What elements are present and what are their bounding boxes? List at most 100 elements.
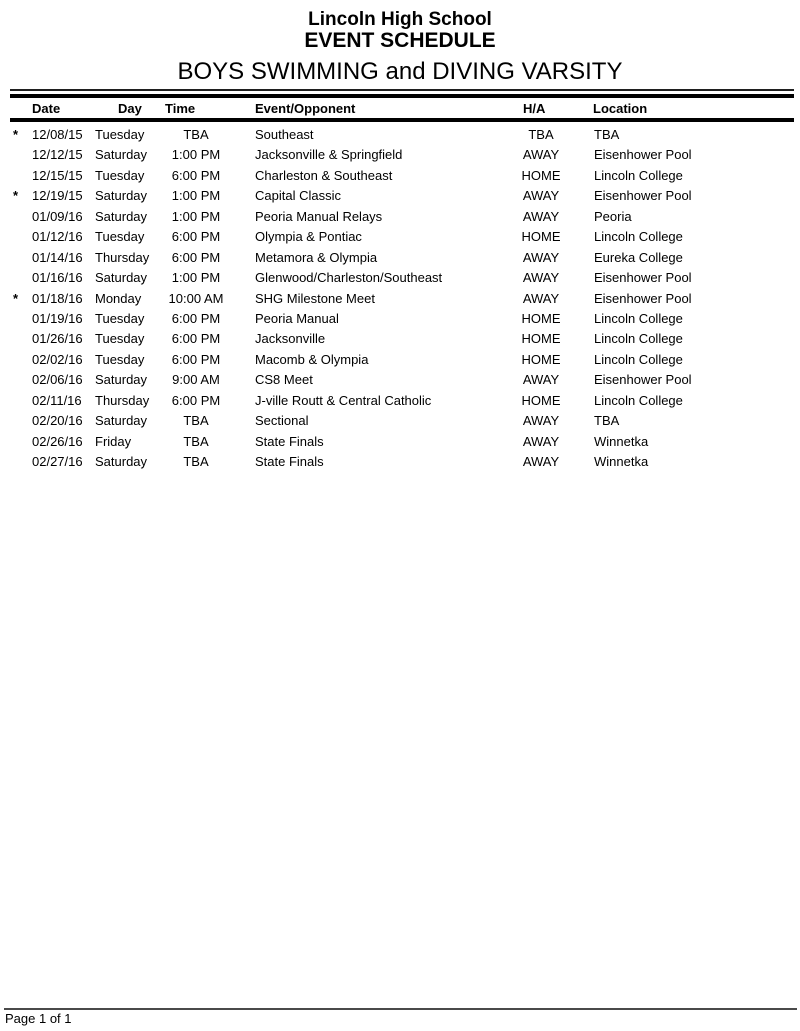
cell-event: Glenwood/Charleston/Southeast xyxy=(255,270,443,286)
cell-home-away: AWAY xyxy=(522,208,560,224)
table-row: 01/12/16 Tuesday 6:00 PM Olympia & Ponti… xyxy=(0,227,800,247)
cell-location: Eisenhower Pool xyxy=(594,372,692,388)
cell-time: 1:00 PM xyxy=(171,147,221,163)
table-row: 02/20/16 Saturday TBA Sectional AWAY TBA xyxy=(0,411,800,431)
cell-time: 10:00 AM xyxy=(168,290,224,306)
cell-day: Saturday xyxy=(95,372,148,388)
header-bottom-rule xyxy=(10,118,794,122)
cell-date: 02/26/16 xyxy=(32,433,83,449)
cell-day: Saturday xyxy=(95,270,148,286)
cell-event: Jacksonville xyxy=(255,331,326,347)
cell-event: J-ville Routt & Central Catholic xyxy=(255,392,432,408)
cell-day: Tuesday xyxy=(95,127,145,142)
cell-date: 01/19/16 xyxy=(32,310,83,326)
cell-time: TBA xyxy=(183,413,209,429)
cell-event: Sectional xyxy=(255,413,309,429)
cell-day: Saturday xyxy=(95,188,148,204)
cell-location: Lincoln College xyxy=(594,167,683,183)
cell-location: Eisenhower Pool xyxy=(594,290,692,306)
cell-home-away: TBA xyxy=(528,127,554,142)
cell-date: 12/19/15 xyxy=(32,188,83,204)
cell-day: Tuesday xyxy=(95,167,145,183)
table-row: * 01/18/16 Monday 10:00 AM SHG Milestone… xyxy=(0,289,800,309)
cell-day: Saturday xyxy=(95,147,148,163)
table-row: 02/06/16 Saturday 9:00 AM CS8 Meet AWAY … xyxy=(0,370,800,390)
cell-date: 12/15/15 xyxy=(32,167,83,183)
cell-time: 6:00 PM xyxy=(171,392,221,408)
cell-time: 1:00 PM xyxy=(171,188,221,204)
cell-location: Winnetka xyxy=(594,433,649,449)
cell-location: Lincoln College xyxy=(594,310,683,326)
cell-location: Eisenhower Pool xyxy=(594,188,692,204)
cell-event: Peoria Manual xyxy=(255,310,339,326)
cell-home-away: AWAY xyxy=(522,413,560,429)
header-top-thin-rule xyxy=(10,89,794,91)
cell-date: 01/26/16 xyxy=(32,331,83,347)
cell-event: Jacksonville & Springfield xyxy=(255,147,403,163)
cell-day: Tuesday xyxy=(95,351,145,367)
cell-location: Eureka College xyxy=(594,249,683,265)
cell-time: 1:00 PM xyxy=(171,208,221,224)
column-header-location: Location xyxy=(593,101,648,116)
cell-home-away: AWAY xyxy=(522,433,560,449)
cell-home-away: AWAY xyxy=(522,249,560,265)
school-name-title: Lincoln High School xyxy=(308,9,492,30)
cell-date: 01/12/16 xyxy=(32,229,83,245)
cell-day: Tuesday xyxy=(95,229,145,245)
cell-location: Eisenhower Pool xyxy=(594,147,692,163)
column-header-day: Day xyxy=(118,101,142,116)
cell-date: 02/02/16 xyxy=(32,351,83,367)
cell-event: Charleston & Southeast xyxy=(255,167,393,183)
cell-home-away: AWAY xyxy=(522,147,560,163)
cell-location: Lincoln College xyxy=(594,229,683,245)
cell-day: Thursday xyxy=(95,249,150,265)
table-row: 02/27/16 Saturday TBA State Finals AWAY … xyxy=(0,452,800,472)
column-header-time: Time xyxy=(165,101,196,116)
cell-event: Olympia & Pontiac xyxy=(255,229,362,245)
cell-event: State Finals xyxy=(255,454,324,469)
cell-date: 01/16/16 xyxy=(32,270,83,286)
cell-day: Thursday xyxy=(95,392,150,408)
table-row: 01/16/16 Saturday 1:00 PM Glenwood/Charl… xyxy=(0,268,800,288)
cell-location: Lincoln College xyxy=(594,351,683,367)
cell-event: Southeast xyxy=(255,127,314,142)
cell-date: 01/14/16 xyxy=(32,249,83,265)
cell-home-away: AWAY xyxy=(522,290,560,306)
cell-location: TBA xyxy=(594,413,620,429)
table-row: 02/02/16 Tuesday 6:00 PM Macomb & Olympi… xyxy=(0,350,800,370)
table-body: * 12/08/15 Tuesday TBA Southeast TBA TBA… xyxy=(0,125,800,472)
table-row: 12/12/15 Saturday 1:00 PM Jacksonville &… xyxy=(0,145,800,165)
table-row: 01/09/16 Saturday 1:00 PM Peoria Manual … xyxy=(0,207,800,227)
table-row: 01/19/16 Tuesday 6:00 PM Peoria Manual H… xyxy=(0,309,800,329)
cell-time: 6:00 PM xyxy=(171,331,221,347)
table-row: 12/15/15 Tuesday 6:00 PM Charleston & So… xyxy=(0,166,800,186)
cell-event: Macomb & Olympia xyxy=(255,351,369,367)
cell-day: Monday xyxy=(95,290,142,306)
cell-location: Peoria xyxy=(594,208,632,224)
table-row: 02/26/16 Friday TBA State Finals AWAY Wi… xyxy=(0,432,800,452)
cell-time: 6:00 PM xyxy=(171,310,221,326)
cell-time: 6:00 PM xyxy=(171,167,221,183)
row-flag-asterisk: * xyxy=(13,290,19,306)
cell-event: Metamora & Olympia xyxy=(255,249,378,265)
cell-event: State Finals xyxy=(255,433,324,449)
cell-date: 12/08/15 xyxy=(32,127,83,142)
table-row: 01/14/16 Thursday 6:00 PM Metamora & Oly… xyxy=(0,248,800,268)
cell-event: Capital Classic xyxy=(255,188,341,204)
cell-home-away: HOME xyxy=(521,331,561,347)
cell-home-away: AWAY xyxy=(522,372,560,388)
cell-home-away: HOME xyxy=(521,167,561,183)
cell-home-away: HOME xyxy=(521,351,561,367)
cell-day: Saturday xyxy=(95,413,148,429)
cell-event: CS8 Meet xyxy=(255,372,313,388)
cell-time: 6:00 PM xyxy=(171,351,221,367)
cell-date: 01/09/16 xyxy=(32,208,83,224)
cell-location: TBA xyxy=(594,127,620,142)
cell-home-away: HOME xyxy=(521,229,561,245)
cell-location: Lincoln College xyxy=(594,392,683,408)
cell-time: TBA xyxy=(183,454,209,469)
header-top-thick-rule xyxy=(10,94,794,98)
page-number-label: Page 1 of 1 xyxy=(5,1011,72,1026)
cell-time: 6:00 PM xyxy=(171,249,221,265)
cell-date: 12/12/15 xyxy=(32,147,83,163)
